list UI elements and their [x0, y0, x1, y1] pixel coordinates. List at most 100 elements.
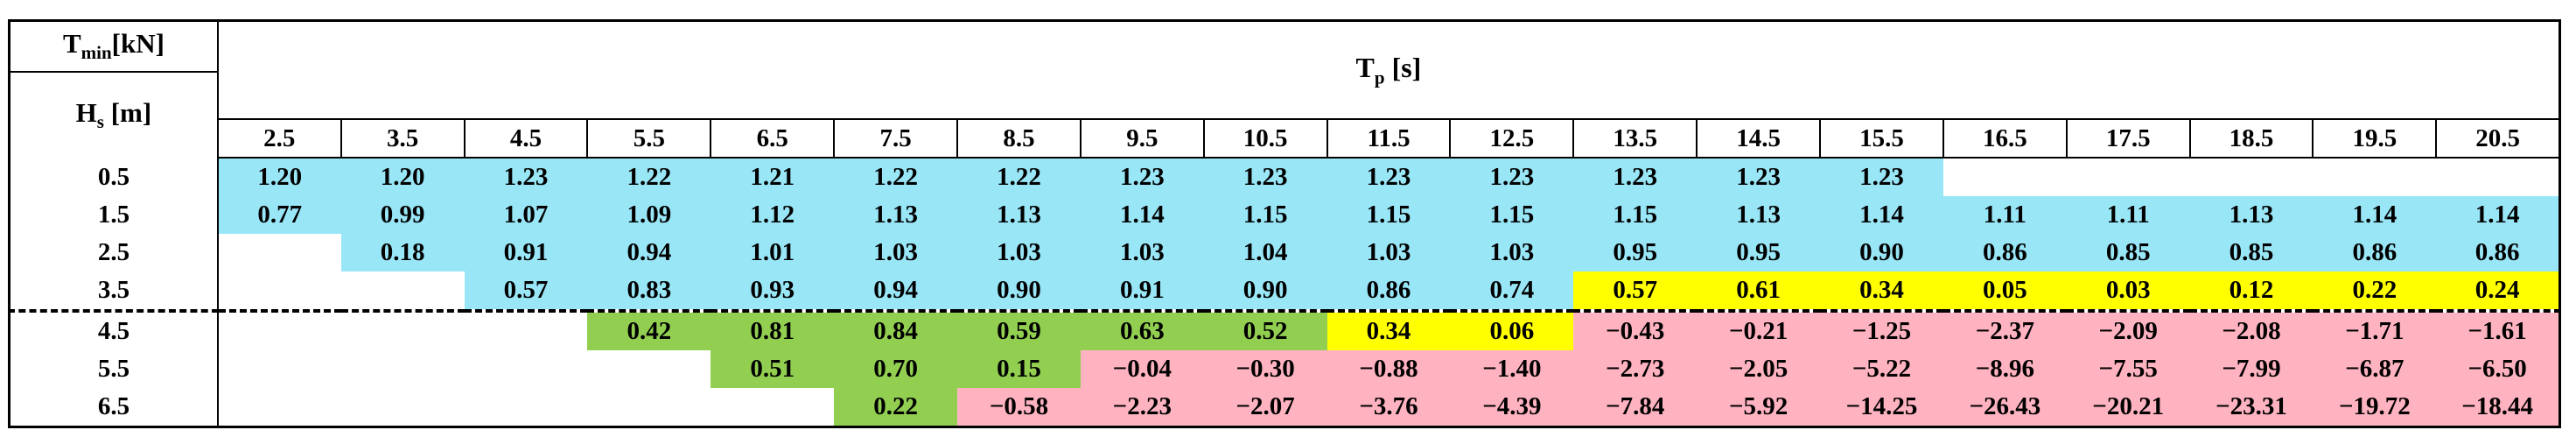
tension-cell: −7.99	[2189, 350, 2314, 388]
tension-cell: −0.58	[957, 388, 1081, 428]
hs-row-header: 0.5	[7, 158, 219, 196]
tp-column-header: 5.5	[586, 118, 711, 159]
tension-cell: −6.87	[2313, 350, 2437, 388]
hs-row-header: 2.5	[7, 234, 219, 271]
tension-cell	[217, 350, 341, 388]
tension-cell: 1.14	[1080, 196, 1204, 234]
tension-table-container: Tmin[kN] Tp [s] Hs [m] 2.5 3.5 4.5 5.5 6.5 7.…	[7, 19, 2562, 428]
tension-cell: 0.22	[834, 388, 958, 428]
tension-cell: −14.25	[1820, 388, 1943, 428]
tension-cell: 0.90	[1203, 271, 1327, 313]
tp-column-header: 4.5	[463, 118, 588, 159]
tension-cell: −0.88	[1326, 350, 1451, 388]
tension-cell: 0.05	[1942, 271, 2067, 313]
tp-column-header: 11.5	[1326, 118, 1451, 159]
tension-cell: 0.90	[957, 271, 1081, 313]
table-body: 0.5 1.20 1.20 1.23 1.22 1.21 1.22 1.22 1.23 1.23 1…	[7, 158, 2562, 428]
tension-cell: 1.03	[1326, 234, 1451, 271]
tp-column-header: 9.5	[1079, 118, 1204, 159]
tension-cell: −1.25	[1820, 311, 1943, 350]
tension-cell: 0.91	[464, 234, 588, 271]
tension-cell: −23.31	[2189, 388, 2314, 428]
tension-cell	[2313, 158, 2437, 196]
min-tension-table: Tmin[kN] Tp [s] Hs [m] 2.5 3.5 4.5 5.5 6.5 7.…	[7, 19, 2562, 428]
tension-cell	[2066, 158, 2190, 196]
tension-cell: −4.39	[1450, 388, 1574, 428]
tension-cell: 1.22	[834, 158, 958, 196]
tension-cell: −0.21	[1697, 311, 1821, 350]
tension-cell	[464, 311, 588, 350]
tension-cell: 0.24	[2436, 271, 2562, 313]
tension-cell: 0.81	[710, 311, 835, 350]
tension-cell: 0.90	[1820, 234, 1943, 271]
hs-header: Hs [m]	[7, 72, 219, 158]
tension-cell: 0.93	[710, 271, 835, 313]
tp-column-header: 7.5	[833, 118, 958, 159]
tension-cell: 1.15	[1326, 196, 1451, 234]
tension-cell: 0.83	[587, 271, 711, 313]
tp-column-header-row: 2.5 3.5 4.5 5.5 6.5 7.5 8.5 9.5 10.5 11.5 12.5 13.5…	[10, 118, 2562, 159]
tension-cell: 0.86	[1942, 234, 2067, 271]
tension-cell: 0.95	[1697, 234, 1821, 271]
tp-column-header: 14.5	[1696, 118, 1821, 159]
tension-cell: 1.01	[710, 234, 835, 271]
tension-cell	[340, 271, 465, 313]
tension-cell: 0.95	[1573, 234, 1698, 271]
tension-cell: 0.85	[2189, 234, 2314, 271]
hs-row-header: 3.5	[7, 271, 219, 313]
tension-cell: 0.86	[2436, 234, 2562, 271]
tension-cell: 1.14	[2313, 196, 2437, 234]
tension-cell	[464, 388, 588, 428]
tension-cell: 0.94	[587, 234, 711, 271]
tension-cell	[340, 388, 465, 428]
tension-cell: 1.21	[710, 158, 835, 196]
tension-cell	[217, 388, 341, 428]
tension-cell: −2.08	[2189, 311, 2314, 350]
tp-column-header: 17.5	[2065, 118, 2190, 159]
tension-cell: 0.22	[2313, 271, 2437, 313]
hs-row-header: 1.5	[7, 196, 219, 234]
tension-cell: −19.72	[2313, 388, 2437, 428]
tension-cell	[340, 311, 465, 350]
tension-cell	[2189, 158, 2314, 196]
tension-cell: 1.13	[834, 196, 958, 234]
tension-cell: 0.52	[1203, 311, 1327, 350]
tension-cell: 1.04	[1203, 234, 1327, 271]
tension-cell: −20.21	[2066, 388, 2190, 428]
tension-cell: −2.73	[1573, 350, 1698, 388]
tension-cell: 1.03	[957, 234, 1081, 271]
tension-cell: 1.22	[587, 158, 711, 196]
tension-cell	[340, 350, 465, 388]
tension-cell	[587, 350, 711, 388]
tension-cell	[217, 234, 341, 271]
tension-cell: −6.50	[2436, 350, 2562, 388]
tension-cell: 1.22	[957, 158, 1081, 196]
tension-cell: 1.13	[1697, 196, 1821, 234]
tension-cell	[217, 311, 341, 350]
tension-cell: 0.70	[834, 350, 958, 388]
header-row-top: Tmin[kN] Tp [s]	[7, 19, 2561, 119]
tension-cell: −26.43	[1942, 388, 2067, 428]
table-row: 1.5 0.77 0.99 1.07 1.09 1.12 1.13 1.13 1.14 1.15 1…	[7, 196, 2562, 234]
table-row: 0.5 1.20 1.20 1.23 1.22 1.21 1.22 1.22 1.23 1.23 1…	[7, 158, 2562, 196]
tension-cell: 1.23	[464, 158, 588, 196]
tension-cell: 1.03	[1450, 234, 1574, 271]
tension-cell: 0.18	[340, 234, 465, 271]
tp-column-header: 12.5	[1449, 118, 1574, 159]
table-row: 3.5 0.57 0.83 0.93 0.94 0.90 0.91 0.90 0.86 0.74 0…	[7, 271, 2562, 313]
tension-cell: −1.71	[2313, 311, 2437, 350]
tension-cell: −2.23	[1080, 388, 1204, 428]
tp-column-header: 18.5	[2188, 118, 2314, 159]
tension-cell: 1.15	[1573, 196, 1698, 234]
tension-cell	[1942, 158, 2067, 196]
tension-cell: −5.22	[1820, 350, 1943, 388]
tension-cell: 0.74	[1450, 271, 1574, 313]
tension-cell	[217, 271, 341, 313]
tension-cell: 0.85	[2066, 234, 2190, 271]
tension-cell: −3.76	[1326, 388, 1451, 428]
tension-cell: 0.34	[1820, 271, 1943, 313]
tp-header: Tp [s]	[217, 19, 2561, 119]
tension-cell: −2.05	[1697, 350, 1821, 388]
tension-cell: −7.55	[2066, 350, 2190, 388]
tension-cell: −2.37	[1942, 311, 2067, 350]
